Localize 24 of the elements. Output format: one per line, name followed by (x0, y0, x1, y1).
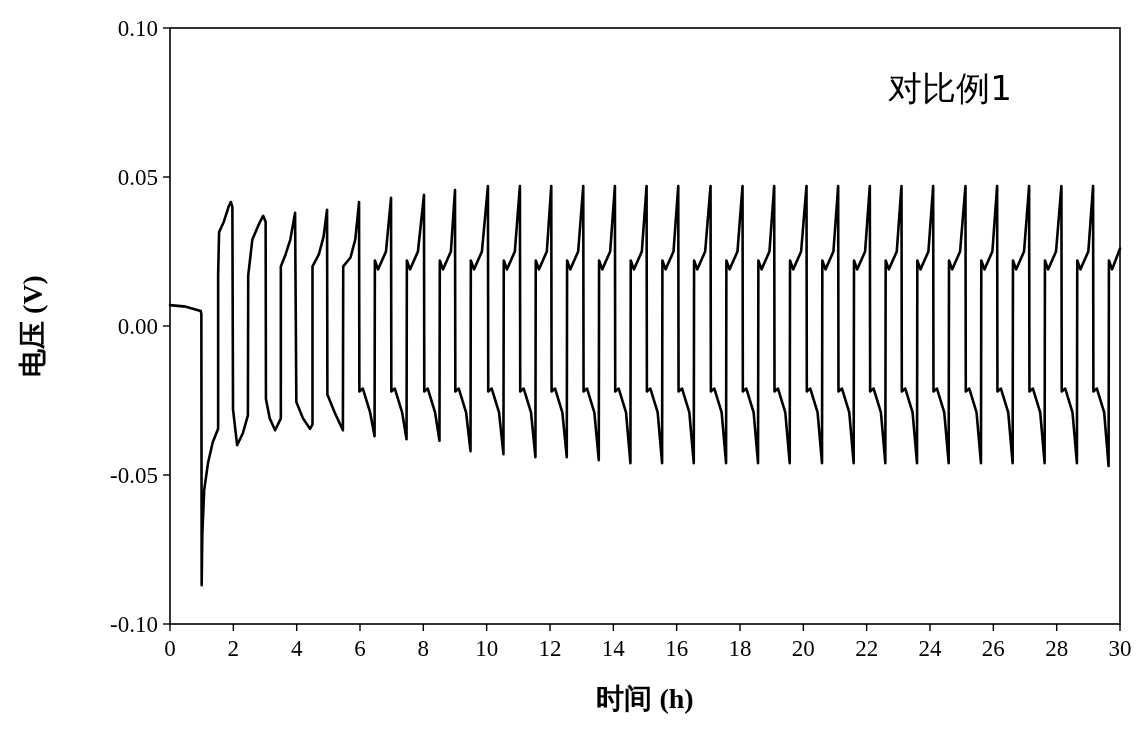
x-tick-label: 18 (728, 636, 752, 661)
x-tick-label: 4 (290, 636, 303, 661)
x-tick-label: 28 (1045, 636, 1069, 661)
x-tick-label: 26 (981, 636, 1005, 661)
x-tick-label: 6 (354, 636, 366, 661)
y-tick-label: -0.05 (110, 463, 158, 488)
x-tick-label: 24 (918, 636, 942, 661)
x-tick-label: 8 (417, 636, 430, 661)
x-tick-label: 12 (538, 636, 562, 661)
y-axis-title: 电压 (V) (17, 275, 48, 377)
x-tick-label: 10 (475, 636, 499, 661)
y-tick-label: -0.10 (110, 612, 158, 637)
x-tick-label: 0 (164, 636, 176, 661)
x-tick-label: 20 (791, 636, 815, 661)
x-tick-label: 2 (227, 636, 240, 661)
x-axis-title: 时间 (h) (596, 683, 694, 714)
x-tick-label: 22 (855, 636, 879, 661)
y-tick-label: 0.05 (117, 165, 158, 190)
x-tick-label: 14 (601, 636, 626, 661)
annotation: 对比例1 (888, 68, 1012, 108)
y-tick-label: 0.00 (117, 314, 158, 339)
x-tick-label: 30 (1108, 636, 1132, 661)
y-tick-label: 0.10 (117, 16, 158, 41)
x-tick-label: 16 (665, 636, 689, 661)
